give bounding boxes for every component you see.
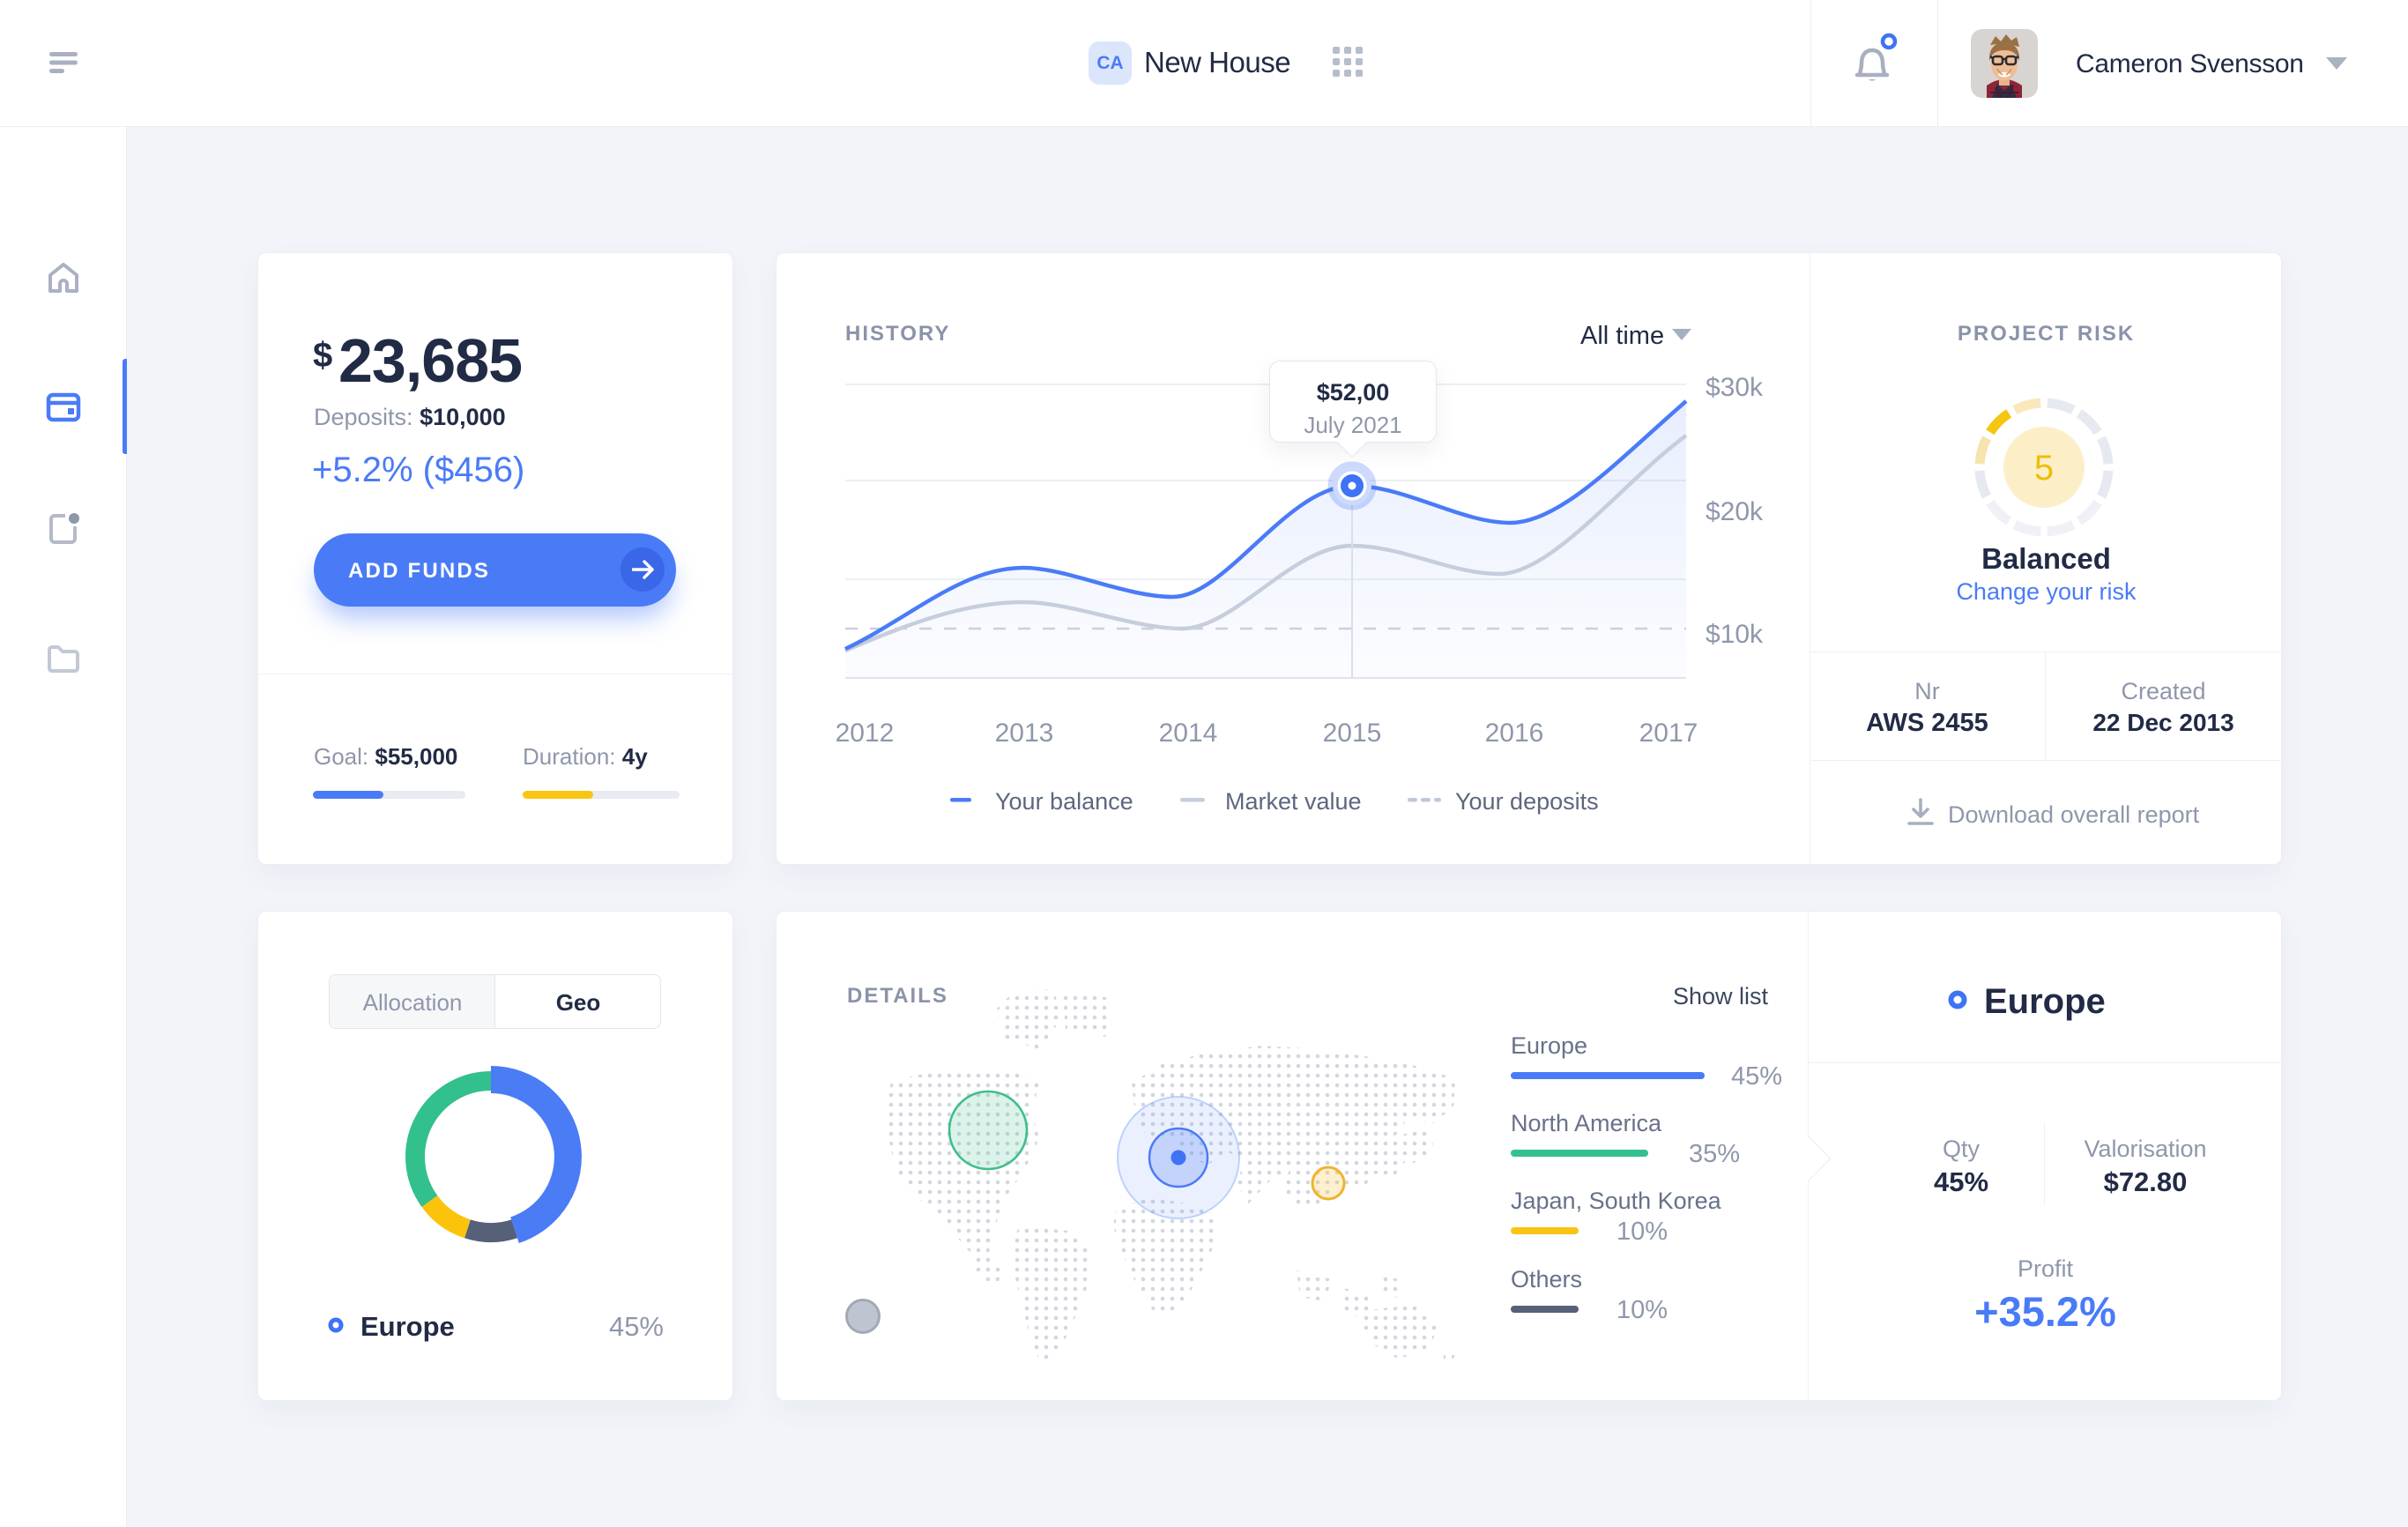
- svg-text:5: 5: [2034, 449, 2054, 488]
